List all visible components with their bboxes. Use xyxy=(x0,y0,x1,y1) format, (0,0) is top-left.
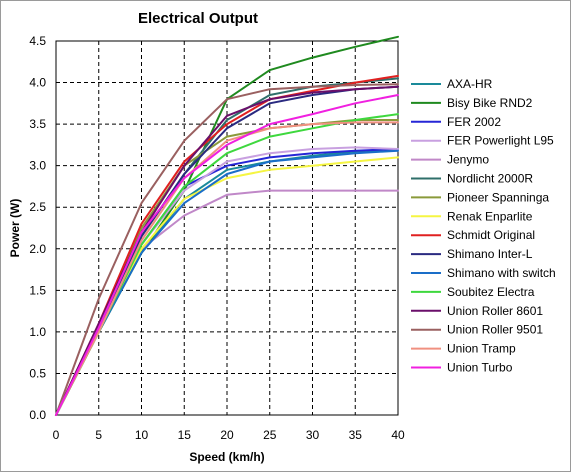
legend-label: FER Powerlight L95 xyxy=(447,134,554,148)
legend-label: Pioneer Spanninga xyxy=(447,190,549,204)
x-tick-label: 30 xyxy=(306,428,320,442)
legend-label: Shimano with switch xyxy=(447,266,556,280)
x-axis-tick-labels: 0 5 10 15 20 25 30 35 40 xyxy=(53,428,405,442)
legend-label: Jenymo xyxy=(447,153,489,167)
legend-label: AXA-HR xyxy=(447,77,493,91)
y-tick-label: 3.5 xyxy=(29,117,46,131)
legend-label: Nordlicht 2000R xyxy=(447,172,533,186)
y-tick-label: 1.0 xyxy=(29,325,46,339)
x-tick-label: 10 xyxy=(135,428,149,442)
series-line-union-tramp xyxy=(55,121,399,416)
legend-label: Union Tramp xyxy=(447,342,516,356)
series-lines xyxy=(55,35,399,416)
legend-label: Soubitez Electra xyxy=(447,285,535,299)
y-axis-title: Power (W) xyxy=(8,199,22,258)
x-tick-label: 0 xyxy=(53,428,60,442)
legend: AXA-HR Bisy Bike RND2 FER 2002 FER Powerlig… xyxy=(411,77,556,375)
legend-label: Union Roller 9501 xyxy=(447,323,543,337)
y-tick-label: 2.5 xyxy=(29,200,46,214)
x-tick-label: 25 xyxy=(263,428,277,442)
series-line-union-roller-9501 xyxy=(55,83,399,416)
legend-label: Bisy Bike RND2 xyxy=(447,96,533,110)
grid-lines xyxy=(56,41,398,415)
y-tick-label: 4.5 xyxy=(29,34,46,48)
series-line-union-roller-8601 xyxy=(55,85,399,416)
legend-label: Renak Enparlite xyxy=(447,209,533,223)
x-tick-label: 40 xyxy=(391,428,405,442)
x-tick-label: 20 xyxy=(220,428,234,442)
y-tick-label: 2.0 xyxy=(29,242,46,256)
series-line-union-turbo xyxy=(55,94,399,416)
legend-label: FER 2002 xyxy=(447,115,501,129)
legend-label: Schmidt Original xyxy=(447,228,535,242)
y-tick-label: 1.5 xyxy=(29,283,46,297)
x-tick-label: 15 xyxy=(178,428,192,442)
y-tick-label: 0.5 xyxy=(29,366,46,380)
x-tick-label: 5 xyxy=(95,428,102,442)
y-axis-tick-labels: 0.0 0.5 1.0 1.5 2.0 2.5 3.0 3.5 4.0 4.5 xyxy=(29,34,46,422)
x-axis-title: Speed (km/h) xyxy=(189,450,264,464)
legend-label: Union Roller 8601 xyxy=(447,304,543,318)
plot-area-border xyxy=(55,40,399,416)
series-line-shimano-with-switch xyxy=(55,149,399,416)
series-line-soubitez-electra xyxy=(55,113,399,416)
y-tick-label: 0.0 xyxy=(29,408,46,422)
y-tick-label: 4.0 xyxy=(29,76,46,90)
legend-label: Union Turbo xyxy=(447,361,513,375)
y-tick-label: 3.0 xyxy=(29,159,46,173)
chart-title: Electrical Output xyxy=(138,10,258,27)
legend-label: Shimano Inter-L xyxy=(447,247,533,261)
x-tick-label: 35 xyxy=(349,428,363,442)
